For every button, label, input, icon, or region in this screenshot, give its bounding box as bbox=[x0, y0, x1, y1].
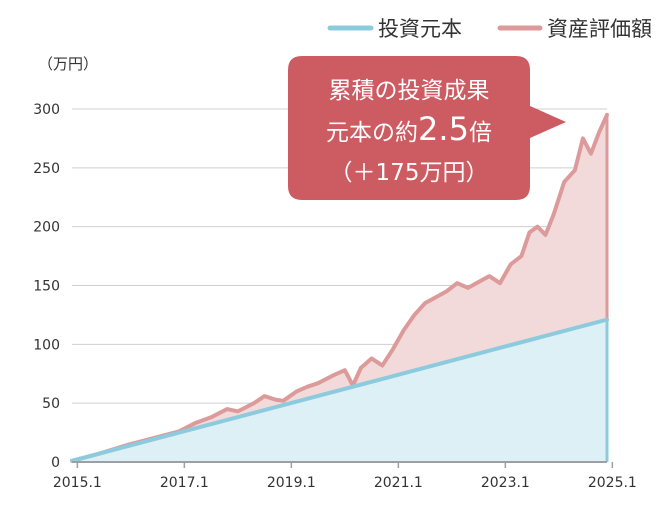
x-tick-label-2019.1: 2019.1 bbox=[267, 475, 316, 491]
x-tick-label-2015.1: 2015.1 bbox=[53, 475, 102, 491]
y-tick-label-300: 300 bbox=[33, 102, 60, 118]
callout-line-2: 元本の約2.5倍 bbox=[326, 110, 492, 148]
x-tick-label-2023.1: 2023.1 bbox=[481, 475, 530, 491]
callout-line-2-prefix: 元本の約 bbox=[326, 120, 418, 146]
callout-line-1: 累積の投資成果 bbox=[329, 78, 490, 104]
x-tick-label-2021.1: 2021.1 bbox=[374, 475, 423, 491]
legend: 投資元本 資産評価額 bbox=[327, 17, 652, 41]
y-tick-label-50: 50 bbox=[42, 396, 60, 412]
series-line-資産評価額 bbox=[70, 112, 609, 463]
series-line-投資元本 bbox=[70, 317, 609, 463]
y-tick-label-250: 250 bbox=[33, 161, 60, 177]
callout-line-2-suffix: 倍 bbox=[469, 120, 492, 146]
legend-value-label: 資産評価額 bbox=[547, 17, 652, 41]
axes bbox=[72, 461, 614, 468]
callout-line-3: （＋175万円） bbox=[330, 160, 489, 186]
y-tick-label-100: 100 bbox=[33, 337, 60, 353]
y-unit-label: （万円） bbox=[38, 55, 98, 73]
y-tick-labels: 0 50 100 150 200 250 300 bbox=[33, 102, 60, 471]
y-tick-label-0: 0 bbox=[51, 455, 60, 471]
plot-lines bbox=[70, 112, 609, 463]
y-tick-label-150: 150 bbox=[33, 279, 60, 295]
x-tick-label-2017.1: 2017.1 bbox=[160, 475, 209, 491]
callout: 累積の投資成果 元本の約2.5倍 （＋175万円） bbox=[288, 56, 566, 200]
y-tick-label-200: 200 bbox=[33, 220, 60, 236]
x-tick-label-2025.1: 2025.1 bbox=[588, 475, 637, 491]
callout-bubble bbox=[288, 56, 566, 200]
legend-principal-label: 投資元本 bbox=[378, 17, 462, 41]
x-tick-labels: 2015.1 2017.1 2019.1 2021.1 2023.1 2025.1 bbox=[53, 475, 637, 491]
callout-multiplier: 2.5 bbox=[418, 110, 469, 148]
